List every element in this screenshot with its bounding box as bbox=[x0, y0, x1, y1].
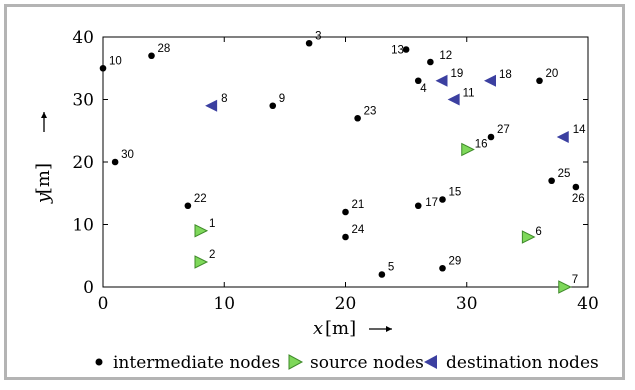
intermediate-node-point bbox=[378, 271, 386, 278]
node-id-label: 10 bbox=[109, 55, 122, 67]
destination-node-marker bbox=[556, 131, 569, 143]
source-node-marker bbox=[461, 142, 475, 157]
node-id-label: 2 bbox=[209, 249, 215, 261]
source-node-marker bbox=[521, 230, 536, 244]
x-tick-label: 20 bbox=[335, 294, 357, 314]
intermediate-node-point bbox=[487, 133, 495, 141]
data-points bbox=[99, 39, 580, 294]
node-id-label: 8 bbox=[221, 93, 227, 105]
intermediate-node-point bbox=[536, 77, 543, 85]
intermediate-node-point bbox=[269, 102, 277, 110]
intermediate-node-point bbox=[342, 208, 349, 216]
y-tick-label: 20 bbox=[72, 153, 94, 173]
node-id-label: 24 bbox=[352, 224, 365, 236]
intermediate-node-point bbox=[305, 39, 313, 47]
node-id-label: 27 bbox=[497, 124, 510, 136]
intermediate-node-point bbox=[354, 114, 361, 122]
node-id-label: 18 bbox=[499, 69, 512, 81]
intermediate-node-point bbox=[414, 202, 422, 210]
intermediate-node-point bbox=[402, 46, 410, 53]
node-id-label: 17 bbox=[425, 197, 438, 209]
y-tick-label: 40 bbox=[72, 28, 94, 48]
source-node-marker bbox=[558, 280, 572, 294]
legend-label-source: source nodes bbox=[310, 353, 424, 373]
source-node-marker bbox=[194, 223, 209, 238]
intermediate-node-point bbox=[439, 264, 446, 272]
node-id-label: 1 bbox=[209, 218, 215, 230]
node-id-label: 4 bbox=[420, 83, 427, 95]
y-axis-variable: y bbox=[33, 192, 54, 204]
legend-triangle-left-icon bbox=[424, 355, 437, 369]
destination-node-marker bbox=[435, 74, 448, 87]
intermediate-node-point bbox=[572, 183, 580, 191]
y-tick-label: 0 bbox=[83, 278, 94, 298]
legend-label-intermediate: intermediate nodes bbox=[113, 353, 280, 373]
y-axis-unit: [m] bbox=[33, 163, 54, 194]
legend-label-destination: destination nodes bbox=[446, 353, 599, 373]
node-id-label: 29 bbox=[449, 255, 462, 267]
intermediate-node-point bbox=[414, 77, 422, 85]
node-id-label: 5 bbox=[388, 262, 394, 274]
node-id-label: 30 bbox=[121, 149, 134, 161]
node-id-label: 20 bbox=[546, 68, 559, 80]
y-axis-label: y [m] bbox=[33, 163, 54, 204]
node-id-label: 28 bbox=[158, 43, 171, 55]
intermediate-node-point bbox=[184, 202, 192, 210]
node-id-label: 16 bbox=[475, 139, 488, 151]
intermediate-node-point bbox=[548, 177, 555, 185]
y-tick-label: 10 bbox=[72, 216, 94, 236]
plot-area bbox=[102, 36, 589, 288]
axis-ticks: 0 10 20 30 40 0 10 20 30 40 bbox=[72, 28, 598, 314]
figure-frame bbox=[4, 4, 625, 380]
intermediate-node-point bbox=[99, 64, 107, 72]
intermediate-node-point bbox=[427, 58, 434, 66]
y-axis-arrow-icon bbox=[41, 112, 47, 132]
node-id-label: 15 bbox=[449, 187, 462, 199]
destination-node-marker bbox=[205, 99, 218, 112]
y-tick-label: 30 bbox=[72, 91, 94, 111]
node-id-label: 19 bbox=[451, 68, 464, 80]
node-id-label: 23 bbox=[364, 105, 377, 117]
destination-node-marker bbox=[484, 74, 496, 87]
destination-node-marker bbox=[447, 93, 460, 106]
node-id-label: 9 bbox=[279, 93, 285, 105]
x-tick-label: 10 bbox=[213, 294, 235, 314]
x-axis-unit: [m] bbox=[325, 318, 356, 339]
legend-dot-icon bbox=[95, 358, 103, 366]
node-id-label: 22 bbox=[194, 193, 207, 205]
x-axis-label: x [m] bbox=[313, 318, 392, 339]
node-id-label: 3 bbox=[315, 30, 321, 42]
node-id-label: 14 bbox=[573, 124, 586, 136]
node-id-label: 21 bbox=[352, 199, 365, 211]
legend-triangle-right-icon bbox=[288, 354, 304, 370]
intermediate-node-point bbox=[439, 196, 446, 203]
legend: intermediate nodes source nodes destinat… bbox=[95, 353, 599, 373]
node-id-label: 13 bbox=[391, 45, 404, 57]
node-id-label: 6 bbox=[535, 226, 541, 238]
node-id-label: 26 bbox=[572, 193, 585, 205]
node-id-label: 11 bbox=[463, 88, 475, 100]
x-tick-label: 40 bbox=[577, 294, 599, 314]
x-axis-arrow-icon bbox=[369, 326, 392, 332]
intermediate-node-point bbox=[148, 52, 155, 60]
source-node-marker bbox=[194, 255, 209, 269]
intermediate-node-point bbox=[111, 158, 119, 166]
intermediate-node-point bbox=[342, 233, 349, 241]
node-id-label: 25 bbox=[558, 168, 571, 180]
node-id-label: 7 bbox=[572, 274, 578, 286]
x-axis-variable: x bbox=[313, 318, 323, 339]
x-tick-label: 0 bbox=[98, 294, 109, 314]
x-tick-label: 30 bbox=[456, 294, 478, 314]
node-id-label: 12 bbox=[439, 50, 452, 62]
